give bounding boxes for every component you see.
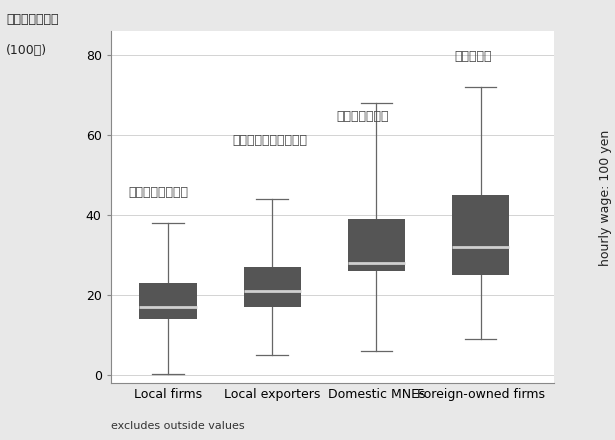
Text: 日系非国際化企業: 日系非国際化企業 bbox=[129, 186, 188, 199]
Text: 時間あたり賃金: 時間あたり賃金 bbox=[6, 13, 58, 26]
Text: hourly wage: 100 yen: hourly wage: 100 yen bbox=[599, 130, 612, 266]
Bar bbox=[244, 267, 301, 307]
Text: 日系非多国籍輸出企業: 日系非多国籍輸出企業 bbox=[232, 134, 308, 147]
Text: 外資系企業: 外資系企業 bbox=[454, 50, 492, 63]
Text: (100円): (100円) bbox=[6, 44, 47, 57]
Bar bbox=[347, 219, 405, 271]
Bar bbox=[452, 195, 509, 275]
Text: 日系多国籍企業: 日系多国籍企業 bbox=[337, 110, 389, 123]
Text: excludes outside values: excludes outside values bbox=[111, 421, 244, 431]
Bar bbox=[140, 283, 197, 319]
